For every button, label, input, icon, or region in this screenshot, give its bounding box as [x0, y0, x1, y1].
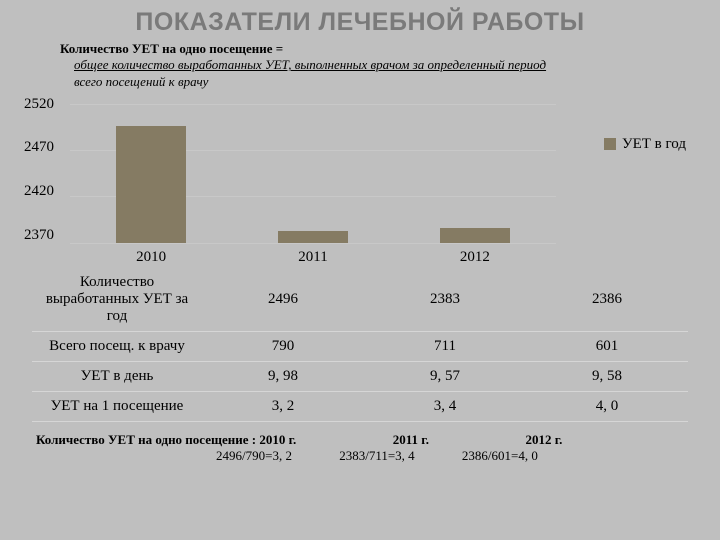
xtick: 2012: [460, 249, 490, 266]
cell: 9, 57: [364, 361, 526, 391]
formula-numerator: общее количество выработанных УЕТ, выпол…: [60, 57, 680, 73]
footer-calc: Количество УЕТ на одно посещение : 2010 …: [36, 432, 684, 464]
formula-denominator: всего посещений к врачу: [60, 74, 680, 90]
cell: 601: [526, 331, 688, 361]
cell: 9, 58: [526, 361, 688, 391]
cell: 2496: [202, 268, 364, 332]
cell: 3, 4: [364, 391, 526, 421]
cell: 9, 98: [202, 361, 364, 391]
table-row: Количество выработанных УЕТ за год 2496 …: [32, 268, 688, 332]
plot-area: [70, 104, 556, 244]
chart-legend: УЕТ в год: [604, 136, 686, 153]
x-axis-labels: 2010 2011 2012: [70, 249, 556, 266]
table-row: УЕТ на 1 посещение 3, 2 3, 4 4, 0: [32, 391, 688, 421]
ytick: 2420: [24, 183, 66, 200]
bar: [440, 228, 510, 243]
cell: 2383: [364, 268, 526, 332]
y-axis-labels: 2520 2470 2420 2370: [24, 96, 66, 244]
ytick: 2370: [24, 227, 66, 244]
row-label: Количество выработанных УЕТ за год: [32, 268, 202, 332]
cell: 790: [202, 331, 364, 361]
xtick: 2010: [136, 249, 166, 266]
footer-lead: Количество УЕТ на одно посещение : 2010 …: [36, 432, 296, 447]
cell: 2386: [526, 268, 688, 332]
footer-calc-value: 2386/601=4, 0: [462, 448, 538, 464]
legend-label: УЕТ в год: [622, 136, 686, 153]
footer-year: 2012 г.: [526, 432, 563, 447]
data-table: Количество выработанных УЕТ за год 2496 …: [32, 268, 688, 422]
bars-container: [70, 104, 556, 243]
bar: [278, 231, 348, 243]
row-label: Всего посещ. к врачу: [32, 331, 202, 361]
formula-block: Количество УЕТ на одно посещение = общее…: [60, 41, 680, 90]
footer-calc-value: 2383/711=3, 4: [339, 448, 414, 464]
bar: [116, 126, 186, 243]
ytick: 2470: [24, 139, 66, 156]
cell: 711: [364, 331, 526, 361]
xtick: 2011: [298, 249, 327, 266]
footer-calc-value: 2496/790=3, 2: [216, 448, 292, 464]
cell: 4, 0: [526, 391, 688, 421]
cell: 3, 2: [202, 391, 364, 421]
formula-lhs: Количество УЕТ на одно посещение =: [60, 41, 283, 56]
page-title: ПОКАЗАТЕЛИ ЛЕЧЕБНОЙ РАБОТЫ: [0, 0, 720, 37]
row-label: УЕТ на 1 посещение: [32, 391, 202, 421]
legend-swatch: [604, 138, 616, 150]
ytick: 2520: [24, 96, 66, 113]
table-row: Всего посещ. к врачу 790 711 601: [32, 331, 688, 361]
uet-chart: 2520 2470 2420 2370 2010 2011 2012 УЕТ в…: [24, 96, 696, 266]
footer-year: 2011 г.: [393, 432, 429, 447]
row-label: УЕТ в день: [32, 361, 202, 391]
table-row: УЕТ в день 9, 98 9, 57 9, 58: [32, 361, 688, 391]
